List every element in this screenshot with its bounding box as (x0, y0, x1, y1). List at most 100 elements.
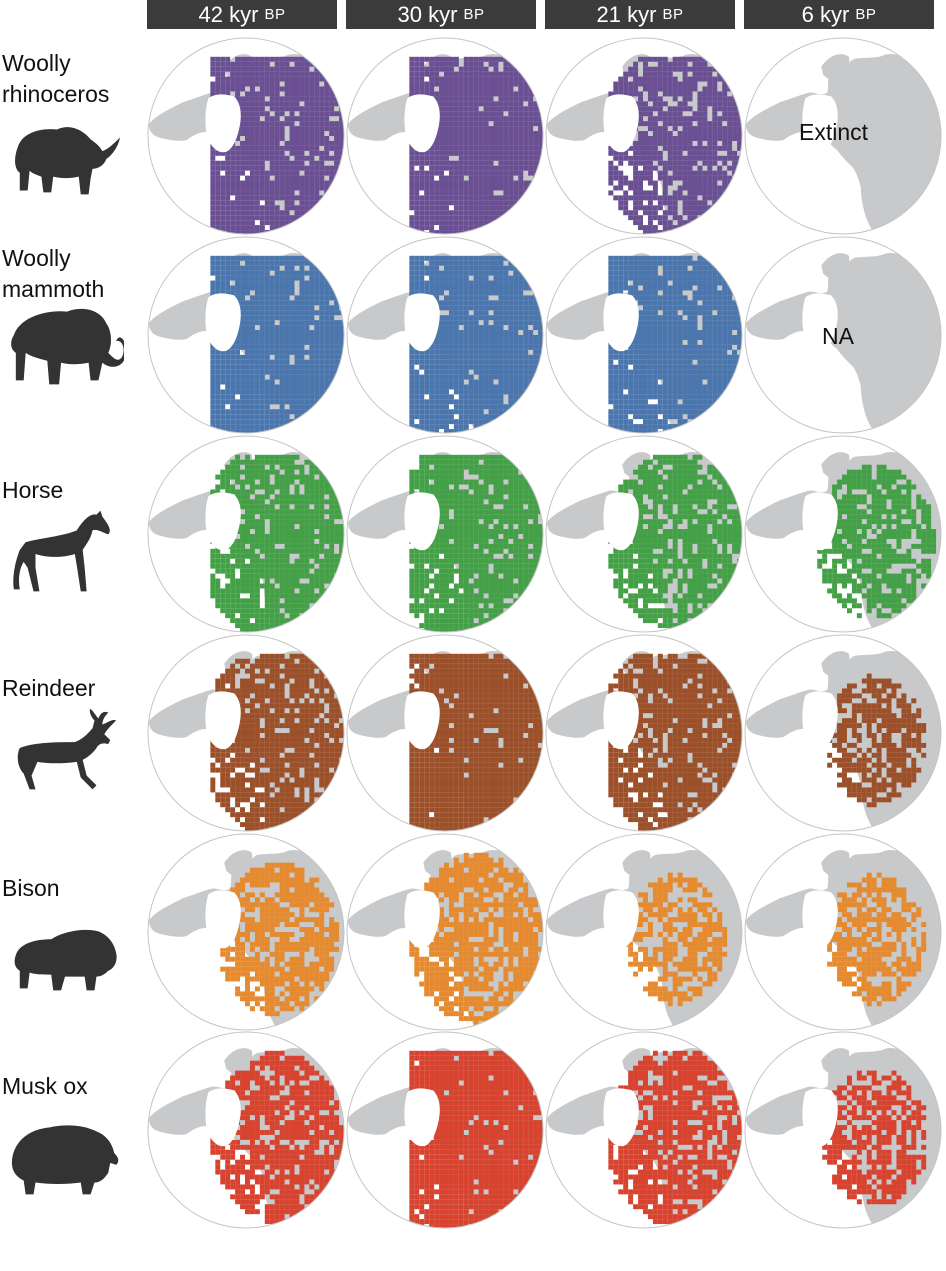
range-map (545, 1031, 743, 1229)
range-map (744, 634, 942, 832)
species-label-reindeer: Reindeer (2, 673, 95, 704)
land-mass (745, 253, 942, 434)
mammoth-icon (11, 309, 124, 385)
column-age: 6 kyr (801, 1, 850, 27)
species-label-bison: Bison (2, 873, 60, 904)
ice-sheet (205, 890, 241, 949)
polar-map (744, 236, 942, 434)
land-mass (821, 1048, 850, 1076)
ice-sheet (404, 890, 440, 949)
polar-map (346, 634, 544, 832)
land-mass (224, 1048, 253, 1076)
range-map (346, 833, 544, 1031)
land-mass (821, 651, 850, 679)
map-outline (346, 1031, 544, 1229)
ice-sheet (603, 1088, 639, 1147)
column-unit: BP (662, 6, 684, 23)
range-map (744, 833, 942, 1031)
bison-icon (14, 929, 117, 991)
column-header-6-kyr: 6 kyr BP (744, 0, 934, 29)
column-age: 30 kyr (397, 1, 458, 27)
label-line: Horse (2, 477, 64, 503)
map-outline (346, 634, 544, 832)
label-line: mammoth (2, 276, 105, 302)
polar-map (346, 37, 544, 235)
map-outline (346, 833, 544, 1031)
ice-sheet (404, 293, 440, 352)
species-label-musk-ox: Musk ox (2, 1071, 88, 1102)
ice-sheet (802, 691, 838, 750)
species-label-horse: Horse (2, 475, 63, 506)
ice-sheet (802, 94, 838, 153)
ice-sheet (603, 293, 639, 352)
range-map (545, 833, 743, 1031)
range-map (545, 634, 743, 832)
rhinoceros-icon (15, 127, 121, 195)
range-map (147, 634, 345, 832)
range-map (545, 236, 743, 434)
ice-sheet (205, 1088, 241, 1147)
ice-sheet (603, 890, 639, 949)
polar-map (147, 833, 345, 1031)
label-line: Reindeer (2, 675, 96, 701)
map-note: NA (822, 323, 854, 349)
map-outline (147, 833, 345, 1031)
polar-map (744, 1031, 942, 1229)
ice-sheet (802, 492, 838, 551)
polar-map (147, 1031, 345, 1229)
column-unit: BP (463, 6, 485, 23)
map-outline (545, 236, 743, 434)
species-label-woolly-rhinoceros: Woolly rhinoceros (2, 48, 109, 110)
polar-map (346, 236, 544, 434)
map-outline (147, 236, 345, 434)
land-mass (622, 850, 651, 878)
ice-sheet (404, 1088, 440, 1147)
column-age: 42 kyr (198, 1, 259, 27)
species-range (409, 255, 544, 434)
land-mass (821, 54, 850, 82)
range-map (147, 37, 345, 235)
map-outline (744, 435, 942, 633)
land-mass (546, 850, 743, 1031)
label-line: Bison (2, 875, 60, 901)
polar-map (744, 37, 942, 235)
polar-map (545, 236, 743, 434)
ice-sheet (404, 691, 440, 750)
range-map (346, 37, 544, 235)
land-mass (821, 452, 850, 480)
map-outline (744, 236, 942, 434)
column-unit: BP (264, 6, 286, 23)
ice-sheet (205, 492, 241, 551)
ice-sheet (603, 94, 639, 153)
map-outline (545, 634, 743, 832)
map-outline (147, 435, 345, 633)
polar-map (744, 833, 942, 1031)
land-mass (745, 54, 942, 235)
range-map (147, 1031, 345, 1229)
label-line: rhinoceros (2, 81, 110, 107)
column-age: 21 kyr (596, 1, 657, 27)
ice-sheet (802, 293, 838, 352)
label-line: Woolly (2, 50, 71, 76)
map-outline (744, 37, 942, 235)
polar-map (744, 634, 942, 832)
polar-map (147, 37, 345, 235)
range-map: NA (744, 236, 942, 434)
range-map (147, 435, 345, 633)
land-mass (821, 850, 850, 878)
map-outline (147, 37, 345, 235)
range-map (744, 435, 942, 633)
map-outline (744, 833, 942, 1031)
ice-sheet (802, 1088, 838, 1147)
ice-sheet (603, 691, 639, 750)
label-line: Musk ox (2, 1073, 88, 1099)
polar-map (545, 1031, 743, 1229)
species-range (822, 872, 927, 1007)
horse-icon (13, 510, 110, 592)
polar-map (346, 435, 544, 633)
ice-sheet (205, 293, 241, 352)
map-note: Extinct (799, 119, 869, 145)
map-outline (147, 1031, 345, 1229)
range-map (346, 435, 544, 633)
map-outline (346, 435, 544, 633)
